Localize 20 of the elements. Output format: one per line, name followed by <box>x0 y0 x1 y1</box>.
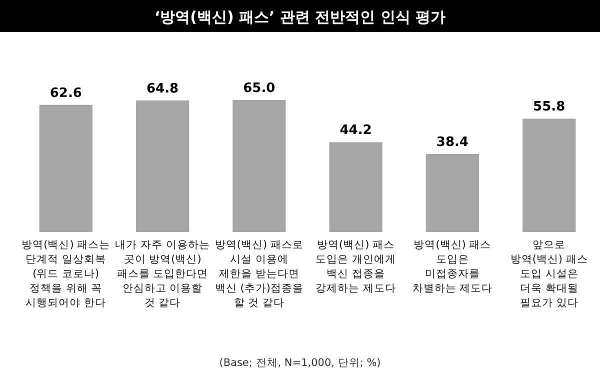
bar <box>136 100 190 232</box>
data-label: 64.8 <box>146 81 179 96</box>
x-tick-label: 방역(백신) 패스 도입은 개인에게 백신 접종을 강제하는 제도다 <box>316 239 396 294</box>
x-tick-label: 앞으로 방역(백신) 패스 도입 시설은 더욱 확대될 필요가 있다 <box>510 239 588 309</box>
text: (Base; 전체, N=1,000, 단위; %) <box>219 357 381 369</box>
bar <box>426 154 480 232</box>
x-tick-label: 방역(백신) 패스 도입은 미접종자를 차별하는 제도다 <box>412 239 493 294</box>
data-label: 44.2 <box>340 123 372 138</box>
bar <box>39 104 92 232</box>
bar <box>329 142 382 232</box>
chart-title: ‘방역(백신) 패스’ 관련 전반적인 인식 평가 <box>154 8 446 26</box>
x-tick-label: 방역(백신) 패스는 단계적 일상회복 (위드 코로나) 정책을 위해 꼭 시행되어야 한다 <box>22 239 110 309</box>
bar <box>232 100 286 232</box>
data-label: 62.6 <box>50 86 82 101</box>
x-tick-label: 내가 자주 이용하는 곳이 방역(백신) 패스를 도입한다면 안심하고 이용할 것 같다 <box>115 239 210 309</box>
data-label: 65.0 <box>243 81 276 96</box>
data-label: 55.8 <box>533 100 566 115</box>
bar <box>522 118 576 232</box>
x-tick-label: 방역(백신) 패스로 시설 이용에 제한을 받는다면 백신 (추가)접종을 할 것 같다 <box>214 239 304 309</box>
data-label: 38.4 <box>436 135 468 150</box>
